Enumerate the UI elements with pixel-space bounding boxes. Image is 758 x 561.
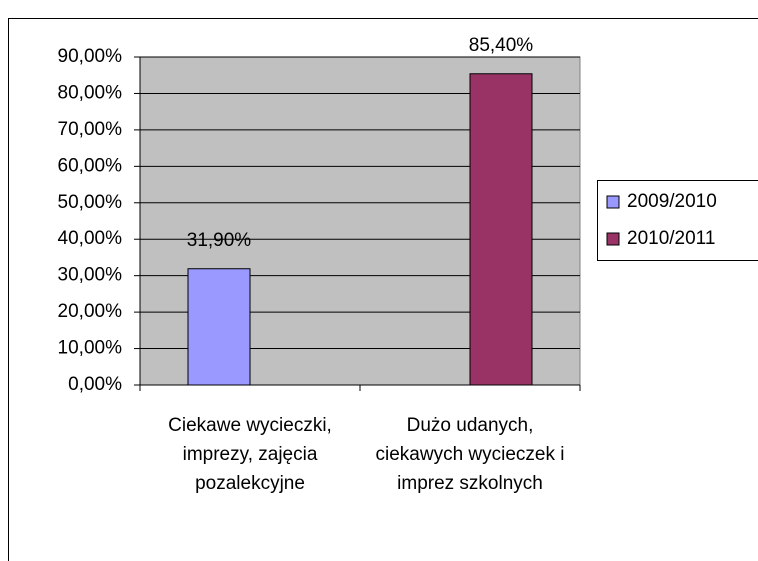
y-tick-label: 50,00% bbox=[58, 192, 123, 213]
legend-swatch bbox=[606, 232, 620, 246]
bar bbox=[469, 73, 533, 386]
y-tick-label: 0,00% bbox=[68, 374, 122, 395]
bar bbox=[187, 268, 251, 386]
legend-swatch bbox=[606, 195, 620, 209]
data-label: 85,40% bbox=[469, 35, 534, 56]
y-tick-label: 20,00% bbox=[58, 301, 123, 322]
y-tick-label: 80,00% bbox=[58, 82, 123, 103]
y-tick-label: 30,00% bbox=[58, 265, 123, 286]
x-tick-label: Dużo udanych, ciekawych wycieczek i impr… bbox=[375, 415, 565, 494]
legend-label: 2010/2011 bbox=[627, 228, 715, 249]
data-label: 31,90% bbox=[187, 230, 252, 251]
y-tick-label: 40,00% bbox=[58, 228, 123, 249]
y-tick-label: 90,00% bbox=[58, 46, 123, 67]
legend-label: 2009/2010 bbox=[627, 191, 717, 212]
legend bbox=[597, 180, 758, 261]
y-tick-label: 70,00% bbox=[58, 119, 123, 140]
y-tick-label: 10,00% bbox=[58, 338, 123, 359]
y-tick-label: 60,00% bbox=[58, 155, 123, 176]
x-tick-label: Ciekawe wycieczki, imprezy, zajęcia poza… bbox=[168, 415, 332, 494]
